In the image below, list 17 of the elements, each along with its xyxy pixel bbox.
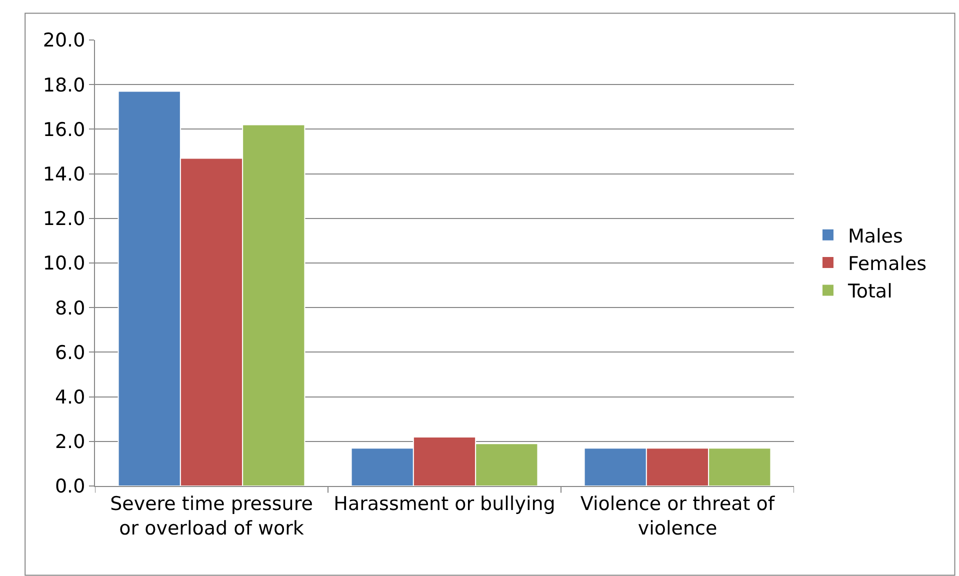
y-tick-label: 8.0 <box>54 297 86 320</box>
legend-label: Total <box>846 280 892 303</box>
y-tick-label: 10.0 <box>42 252 86 275</box>
x-tick-label: Violence or threat of violence <box>580 492 776 540</box>
y-tick-label: 0.0 <box>54 476 86 498</box>
y-tick-label: 20.0 <box>42 30 86 52</box>
y-tick-label: 6.0 <box>54 342 86 364</box>
y-tick-label: 4.0 <box>54 386 86 408</box>
y-tick-label: 16.0 <box>42 118 86 141</box>
y-tick-label: 14.0 <box>42 163 86 186</box>
x-tick-label: Severe time pressure or overload of work <box>110 492 313 540</box>
y-tick-label: 2.0 <box>54 431 86 454</box>
legend-label: Females <box>848 252 927 275</box>
y-tick-label: 12.0 <box>42 208 86 230</box>
y-tick-label: 18.0 <box>42 74 86 96</box>
x-tick-label: Harassment or bullying <box>334 492 556 515</box>
legend-label: Males <box>848 225 903 248</box>
